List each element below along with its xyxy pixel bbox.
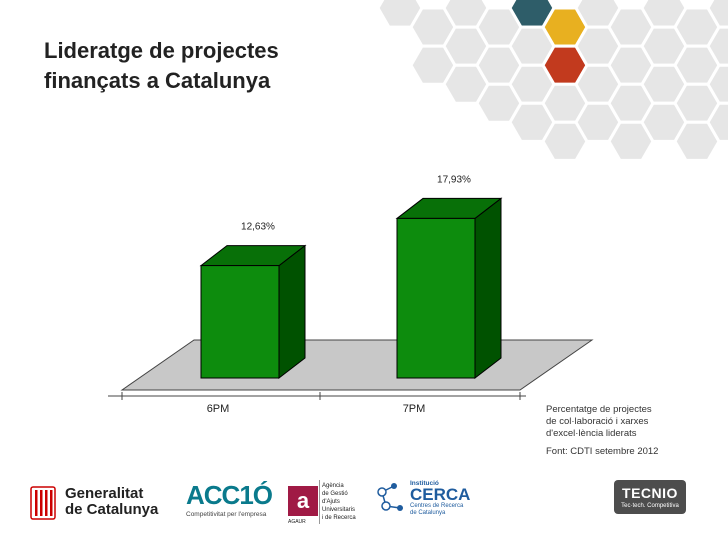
tecnio-name: TECNIO [622, 485, 678, 501]
agaur-logo: a AGAUR Agència de Gestió d'Ajuts Univer… [286, 478, 366, 526]
acc10-tagline: Competitivitat per l'empresa [186, 511, 267, 518]
title-line-2: finançats a Catalunya [44, 68, 271, 93]
agaur-line-2: de Gestió [322, 491, 348, 497]
bar-side [278, 244, 306, 380]
generalitat-line-1: Generalitat [65, 485, 144, 502]
agaur-line-1: Agència [322, 483, 344, 489]
hexagon-shape [706, 25, 728, 67]
hexagon-decoration [376, 0, 728, 162]
logo-footer: Generalitat de Catalunya ACC1Ó Competiti… [0, 470, 728, 530]
agaur-line-3: d'Ajuts [322, 499, 340, 505]
acc10-logo: ACC1Ó Competitivitat per l'empresa [186, 480, 286, 524]
tecnio-tagline: Tec·tech. Competitiva [621, 503, 679, 509]
cerca-line-1: Institució [410, 480, 439, 487]
note-line-1: Percentatge de projectes [546, 404, 652, 415]
agaur-line-5: i de Recerca [322, 515, 356, 521]
network-icon [377, 483, 403, 511]
note-line-2: de col·laboració i xarxes [546, 416, 649, 427]
agaur-icon: a [288, 486, 318, 516]
hexagon-shape [706, 101, 728, 143]
senyera-icon [30, 486, 56, 520]
data-label: 17,93% [437, 174, 471, 185]
note-line-3: d'excel·lència liderats [546, 428, 637, 439]
generalitat-line-2: de Catalunya [65, 501, 159, 518]
generalitat-logo: Generalitat de Catalunya [30, 484, 170, 524]
bar-side [474, 197, 502, 380]
category-label: 7PM [403, 403, 426, 415]
data-label: 12,63% [241, 222, 275, 233]
title-line-1: Lideratge de projectes [44, 38, 279, 63]
cerca-line-3: Centres de Recerca [410, 503, 464, 509]
hexagon-shape [706, 63, 728, 105]
cerca-line-4: de Catalunya [410, 510, 446, 516]
agaur-line-4: Universitaris [322, 507, 356, 513]
bar-front [396, 217, 476, 379]
category-label: 6PM [207, 403, 230, 415]
hexagon-shape [706, 0, 728, 29]
chart-note: Percentatge de projectes de col·laboraci… [546, 404, 716, 458]
acc10-name: ACC1Ó [186, 480, 273, 510]
cerca-name: CERCA [410, 485, 471, 504]
bar-7PM [395, 197, 503, 380]
cerca-logo: Institució CERCA Centres de Recerca de C… [374, 476, 474, 526]
source-note: Font: CDTI setembre 2012 [546, 446, 659, 457]
page-title: Lideratge de projectes finançats a Catal… [44, 36, 374, 96]
agaur-acronym: AGAUR [288, 519, 306, 525]
bar-chart: 12,63% 6PM 17,93% 7PM [108, 174, 594, 415]
chart-floor [120, 339, 594, 391]
bar-6PM [199, 244, 307, 380]
bar-front [200, 265, 280, 379]
tecnio-logo: TECNIO Tec·tech. Competitiva [614, 480, 686, 514]
